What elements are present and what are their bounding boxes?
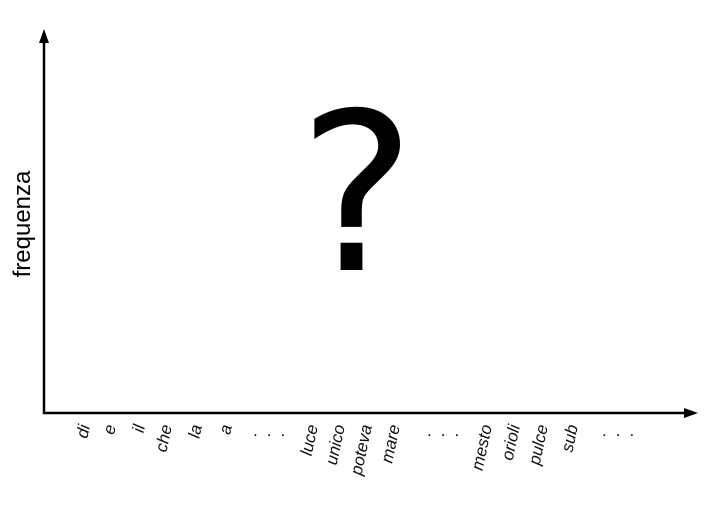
x-tick-label: mare	[377, 423, 404, 465]
x-axis-arrow	[684, 408, 698, 418]
ellipsis-tick: ...	[602, 421, 643, 440]
x-tick-label: a	[215, 423, 236, 436]
y-axis-label: frequenza	[9, 170, 36, 277]
x-tick-label: sub	[558, 423, 582, 454]
x-tick-label: mesto	[468, 423, 496, 472]
x-tick-label: la	[185, 423, 206, 440]
ellipsis-tick: ...	[253, 421, 294, 440]
x-tick-label: pulce	[525, 423, 552, 468]
x-tick-label: il	[129, 422, 149, 435]
ellipsis-tick: ...	[427, 421, 468, 440]
x-tick-label: unico	[322, 423, 349, 467]
x-tick-label: e	[99, 423, 120, 436]
x-tick-label: che	[152, 423, 176, 454]
question-mark: ?	[299, 66, 416, 322]
x-tick-label: luce	[297, 423, 322, 457]
x-tick-label: di	[73, 422, 95, 440]
x-tick-label: poteva	[347, 423, 376, 478]
x-tick-label: orioli	[498, 422, 524, 462]
y-axis-arrow	[39, 29, 49, 43]
